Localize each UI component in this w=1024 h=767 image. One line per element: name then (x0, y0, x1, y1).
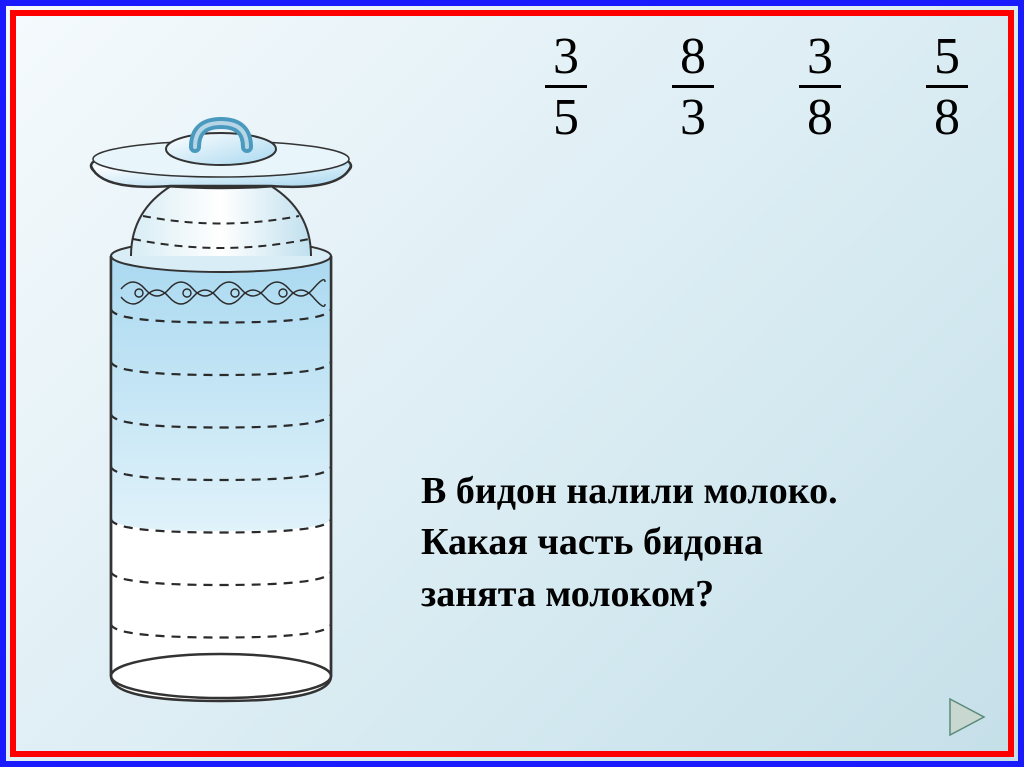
fraction-numerator: 5 (926, 31, 968, 85)
fraction-denominator: 8 (926, 88, 968, 144)
fraction-numerator: 3 (799, 31, 841, 85)
fraction-option-1[interactable]: 3 5 (545, 31, 587, 144)
fraction-options: 3 5 8 3 3 8 5 8 (545, 31, 968, 144)
fraction-option-4[interactable]: 5 8 (926, 31, 968, 144)
milk-can-illustration (71, 111, 371, 711)
next-button[interactable] (944, 695, 988, 739)
triangle-right-icon (944, 695, 988, 739)
slide-container: 3 5 8 3 3 8 5 8 В бидон налили молоко. К… (0, 0, 1024, 767)
fraction-option-2[interactable]: 8 3 (672, 31, 714, 144)
fraction-denominator: 8 (799, 88, 841, 144)
question-text: В бидон налили молоко. Какая часть бидон… (421, 466, 968, 620)
fraction-denominator: 5 (545, 88, 587, 144)
question-line-3: занята молоком? (421, 569, 968, 620)
fraction-option-3[interactable]: 3 8 (799, 31, 841, 144)
question-line-1: В бидон налили молоко. (421, 466, 968, 517)
fraction-denominator: 3 (672, 88, 714, 144)
fraction-numerator: 8 (672, 31, 714, 85)
question-line-2: Какая часть бидона (421, 517, 968, 568)
fraction-numerator: 3 (545, 31, 587, 85)
